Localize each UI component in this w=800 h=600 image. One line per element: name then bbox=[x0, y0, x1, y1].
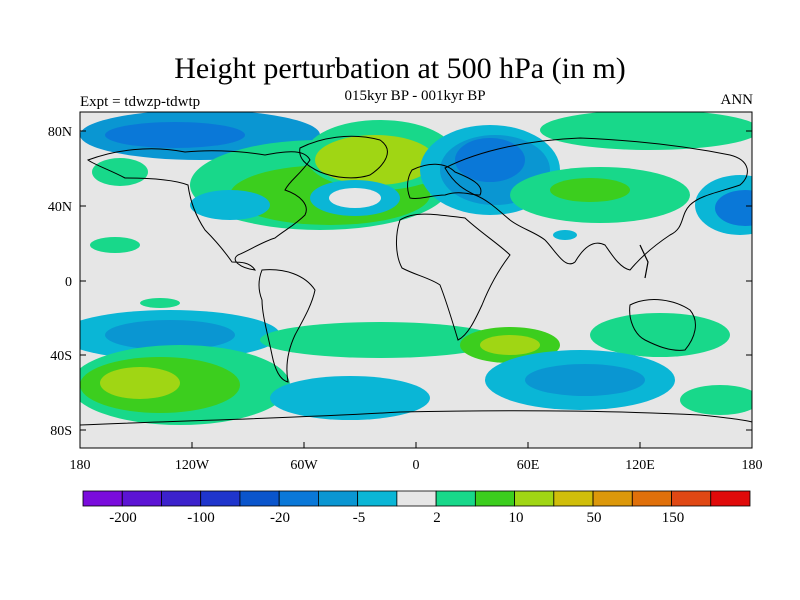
contour-region bbox=[92, 158, 148, 186]
colorbar-label: -5 bbox=[353, 510, 366, 526]
contour-region bbox=[550, 178, 630, 202]
colorbar bbox=[82, 490, 751, 507]
lon-tick-label: 0 bbox=[413, 458, 420, 473]
colorbar-swatch bbox=[161, 490, 202, 507]
experiment-label: Expt = tdwzp-tdwtp bbox=[80, 94, 201, 110]
lat-tick-label: 80N bbox=[48, 125, 72, 140]
colorbar-swatch bbox=[239, 490, 280, 507]
colorbar-swatch bbox=[671, 490, 712, 507]
lat-tick-label: 0 bbox=[65, 275, 72, 290]
latitude-axis: 80N 40N 0 40S 80S bbox=[48, 125, 752, 439]
contour-region bbox=[100, 367, 180, 399]
contour-region bbox=[140, 298, 180, 308]
lon-tick-label: 120E bbox=[625, 458, 655, 473]
lon-tick-label: 180 bbox=[742, 458, 763, 473]
colorbar-swatch bbox=[435, 490, 476, 507]
contour-fields bbox=[80, 112, 752, 425]
contour-region bbox=[525, 364, 645, 396]
colorbar-swatch bbox=[82, 490, 123, 507]
contour-region bbox=[190, 190, 270, 220]
longitude-axis: 180 120W 60W 0 60E 120E 180 bbox=[70, 442, 763, 473]
lat-tick-label: 80S bbox=[50, 424, 72, 439]
colorbar-swatch bbox=[396, 490, 437, 507]
contour-region bbox=[90, 237, 140, 253]
lon-tick-label: 120W bbox=[175, 458, 210, 473]
lon-tick-label: 60W bbox=[290, 458, 318, 473]
lat-tick-label: 40N bbox=[48, 200, 72, 215]
contour-region bbox=[329, 188, 381, 208]
colorbar-label: 50 bbox=[587, 510, 602, 526]
colorbar-labels: -200 -100 -20 -5 2 10 50 150 bbox=[109, 510, 684, 526]
colorbar-swatch bbox=[200, 490, 241, 507]
colorbar-swatch bbox=[553, 490, 594, 507]
lon-tick-label: 60E bbox=[517, 458, 540, 473]
contour-region bbox=[315, 135, 435, 185]
contour-region bbox=[105, 320, 235, 350]
colorbar-swatch bbox=[474, 490, 515, 507]
colorbar-label: -200 bbox=[109, 510, 137, 526]
colorbar-swatch bbox=[278, 490, 319, 507]
colorbar-label: -20 bbox=[270, 510, 290, 526]
colorbar-swatch bbox=[592, 490, 633, 507]
contour-region bbox=[540, 112, 752, 150]
contour-region bbox=[590, 313, 730, 357]
colorbar-label: 2 bbox=[433, 510, 441, 526]
contour-region bbox=[270, 376, 430, 420]
contour-region bbox=[455, 138, 525, 182]
contour-region bbox=[480, 335, 540, 355]
colorbar-swatch bbox=[121, 490, 162, 507]
contour-region bbox=[715, 190, 752, 226]
colorbar-label: 150 bbox=[662, 510, 685, 526]
map-title: Height perturbation at 500 hPa (in m) bbox=[174, 52, 626, 85]
colorbar-swatch bbox=[357, 490, 398, 507]
lon-tick-label: 180 bbox=[70, 458, 91, 473]
contour-region bbox=[553, 230, 577, 240]
colorbar-swatch bbox=[514, 490, 555, 507]
contour-region bbox=[260, 322, 500, 358]
lat-tick-label: 40S bbox=[50, 349, 72, 364]
colorbar-label: -100 bbox=[187, 510, 215, 526]
colorbar-swatch bbox=[710, 490, 751, 507]
colorbar-label: 10 bbox=[509, 510, 524, 526]
contour-region bbox=[105, 122, 245, 148]
contour-region bbox=[680, 385, 752, 415]
coastlines bbox=[80, 135, 752, 426]
map-subtitle: 015kyr BP - 001kyr BP bbox=[344, 88, 486, 104]
season-label: ANN bbox=[720, 92, 754, 108]
colorbar-swatch bbox=[631, 490, 672, 507]
colorbar-swatch bbox=[318, 490, 359, 507]
